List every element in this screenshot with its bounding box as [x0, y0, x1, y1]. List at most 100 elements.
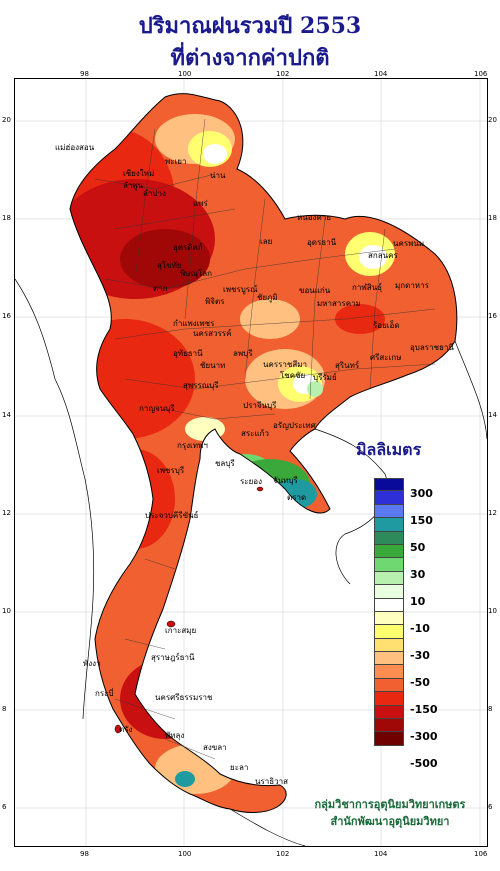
legend-swatch — [374, 478, 404, 492]
place-label: ชัยภูมิ — [257, 293, 278, 302]
place-label: อุทัยธานี — [173, 349, 203, 358]
place-label: ศรีสะเกษ — [370, 353, 402, 362]
place-label: ประจวบคีรีขันธ์ — [145, 511, 199, 520]
legend-swatch — [374, 544, 404, 559]
lon-tick-label: 100 — [178, 850, 192, 858]
lat-tick-label: 14 — [2, 411, 11, 419]
legend-swatch — [374, 491, 404, 505]
thailand-outline — [69, 93, 458, 813]
lat-tick-label: 18 — [488, 214, 497, 222]
legend-swatch — [374, 585, 404, 599]
lon-tick-label: 106 — [474, 70, 488, 78]
legend-title: มิลลิเมตร — [356, 440, 422, 459]
place-label: นครสวรรค์ — [193, 329, 232, 338]
place-label: ตรัง — [119, 725, 133, 734]
place-label: กระบี่ — [95, 689, 114, 698]
lat-tick-label: 8 — [488, 705, 493, 713]
place-label: พิษณุโลก — [180, 269, 213, 278]
legend-label: -500 — [410, 757, 438, 770]
place-label: บุรีรัมย์ — [313, 373, 337, 382]
lon-tick-label: 104 — [374, 70, 388, 78]
legend-swatch — [374, 611, 404, 626]
legend-label: -300 — [410, 730, 438, 743]
lat-tick-label: 6 — [2, 803, 7, 811]
place-label: สุรินทร์ — [335, 361, 360, 370]
map-title: ปริมาณฝนรวมปี 2553 — [138, 13, 362, 39]
lon-tick-label: 104 — [374, 850, 388, 858]
place-label: จันทบุรี — [273, 476, 298, 485]
place-label: แม่ฮ่องสอน — [55, 143, 95, 152]
legend-swatch — [374, 504, 404, 519]
lon-tick-label: 98 — [80, 850, 89, 858]
legend-swatch — [374, 571, 404, 586]
legend-swatch — [374, 665, 404, 679]
place-label: อุตรดิตถ์ — [173, 243, 203, 252]
legend-label: -50 — [410, 676, 430, 689]
lon-tick-label: 102 — [276, 850, 290, 858]
place-label: ตราด — [287, 493, 307, 502]
lat-tick-label: 18 — [2, 214, 11, 222]
place-label: มหาสารคาม — [317, 299, 361, 308]
lat-tick-label: 20 — [488, 116, 497, 124]
place-label: กรุงเทพฯ — [177, 441, 208, 450]
lat-tick-label: 12 — [488, 509, 497, 517]
place-label: อรัญประเทศ — [273, 421, 316, 430]
place-label: สงขลา — [203, 743, 227, 752]
legend-swatch — [374, 558, 404, 572]
legend-swatch — [374, 652, 404, 666]
place-label: ตาก — [153, 284, 168, 293]
place-label: หนองคาย — [297, 213, 331, 222]
lon-tick-label: 100 — [178, 70, 192, 78]
place-label: นราธิวาส — [255, 777, 289, 786]
lat-tick-label: 10 — [488, 607, 497, 615]
legend-label: -10 — [410, 622, 430, 635]
legend-swatch — [374, 705, 404, 720]
place-label: ร้อยเอ็ด — [373, 321, 400, 330]
place-label: กาญจนบุรี — [139, 404, 175, 413]
place-label: สระแก้ว — [241, 429, 269, 438]
place-label: นครศรีธรรมราช — [155, 693, 213, 702]
place-label: สุพรรณบุรี — [183, 381, 219, 390]
place-label: มุกดาหาร — [395, 281, 429, 290]
map-subtitle: ที่ต่างจากค่าปกติ — [170, 45, 330, 71]
legend-colorbar — [374, 478, 404, 746]
place-label: ระยอง — [240, 477, 262, 486]
place-label: ลำพูน — [123, 181, 144, 190]
place-label: ลำปาง — [143, 189, 166, 198]
place-label: เพชรบุรี — [157, 466, 185, 475]
place-label: นครราชสีมา — [263, 360, 307, 369]
place-label: เชียงใหม่ — [123, 169, 155, 178]
place-label: ชัยนาท — [200, 361, 226, 370]
place-label: โชคชัย — [280, 371, 306, 380]
legend-swatch — [374, 598, 404, 612]
legend-swatch — [374, 518, 404, 532]
credit-line-2: สำนักพัฒนาอุตุนิยมวิทยา — [330, 815, 450, 828]
legend-swatch — [374, 692, 404, 706]
legend-label: -30 — [410, 649, 430, 662]
place-label: สุราษฎร์ธานี — [151, 653, 195, 662]
legend-label: 30 — [410, 568, 426, 581]
province-borders — [94, 118, 436, 760]
legend-swatch — [374, 678, 404, 693]
lat-tick-label: 20 — [2, 116, 11, 124]
place-label: ปราจีนบุรี — [243, 401, 277, 410]
lat-tick-label: 10 — [2, 607, 11, 615]
legend-swatch — [374, 531, 404, 545]
legend-swatch — [374, 625, 404, 639]
place-label: พังงา — [83, 659, 101, 668]
place-label: สกลนคร — [368, 251, 398, 260]
place-label: อุดรธานี — [307, 238, 337, 247]
legend-swatch — [374, 638, 404, 653]
place-label: กาฬสินธุ์ — [352, 283, 383, 292]
lat-tick-label: 6 — [488, 803, 493, 811]
lon-tick-label: 98 — [80, 70, 89, 78]
islands — [114, 486, 264, 734]
place-label: เลย — [260, 237, 273, 246]
place-label: นครพนม — [393, 239, 425, 248]
credit-line-1: กลุ่มวิชาการอุตุนิยมวิทยาเกษตร — [314, 798, 466, 811]
lat-tick-label: 12 — [2, 509, 11, 517]
place-label: น่าน — [210, 171, 226, 180]
place-label: ยะลา — [230, 763, 249, 772]
legend-label: -150 — [410, 703, 438, 716]
place-label: แพร่ — [193, 199, 208, 208]
